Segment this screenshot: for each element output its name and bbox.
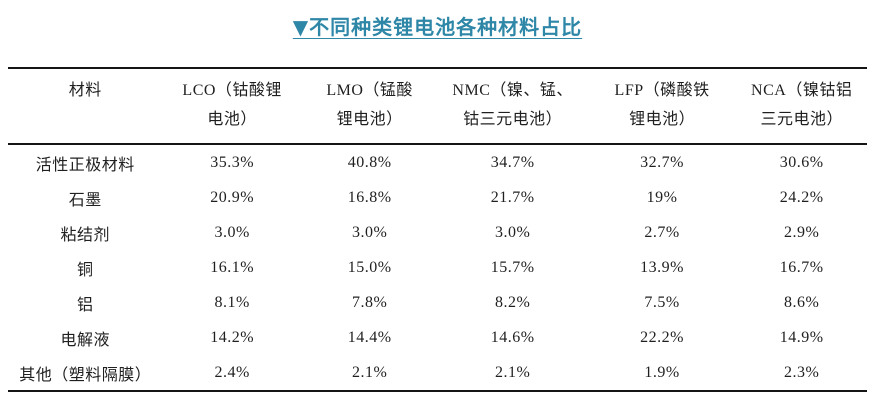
value-cell: 7.8% bbox=[351, 293, 388, 311]
value-cell: 19% bbox=[646, 188, 678, 206]
value-cell: 2.9% bbox=[784, 223, 820, 241]
value-cell: 3.0% bbox=[351, 223, 388, 241]
value-cell: 2.1% bbox=[494, 363, 531, 381]
value-cell: 15.7% bbox=[490, 258, 535, 276]
table-row: 粘结剂 3.0% 3.0% 3.0% 2.7% 2.9% bbox=[8, 215, 867, 250]
header-lmo-line2: 锂电池） bbox=[336, 111, 403, 128]
header-lfp: LFP（磷酸铁 锂电池） bbox=[588, 68, 737, 144]
value-cell: 14.4% bbox=[347, 328, 392, 346]
value-cell: 16.1% bbox=[210, 258, 255, 276]
header-lmo: LMO（锰酸 锂电池） bbox=[302, 68, 438, 144]
value-cell: 34.7% bbox=[490, 153, 535, 171]
value-cell: 21.7% bbox=[490, 188, 535, 206]
header-lfp-line2: 锂电池） bbox=[629, 111, 696, 128]
value-cell: 8.6% bbox=[784, 293, 820, 311]
table-row: 石墨 20.9% 16.8% 21.7% 19% 24.2% bbox=[8, 180, 867, 215]
value-cell: 22.2% bbox=[640, 328, 684, 346]
header-lfp-line1: LFP（磷酸铁 bbox=[614, 82, 710, 99]
value-cell: 30.6% bbox=[779, 153, 824, 171]
table-row: 铝 8.1% 7.8% 8.2% 7.5% 8.6% bbox=[8, 285, 867, 320]
table-row: 活性正极材料 35.3% 40.8% 34.7% 32.7% 30.6% bbox=[8, 144, 867, 180]
header-nca-line2: 三元电池） bbox=[760, 111, 843, 128]
header-lco: LCO（钴酸锂 电池） bbox=[163, 68, 302, 144]
header-lco-line2: 电池） bbox=[207, 111, 257, 128]
value-cell: 16.7% bbox=[779, 258, 824, 276]
material-cell: 活性正极材料 bbox=[35, 156, 135, 174]
value-cell: 8.1% bbox=[214, 293, 250, 311]
header-nmc-line2: 钴三元电池） bbox=[463, 111, 563, 128]
value-cell: 14.9% bbox=[779, 328, 824, 346]
value-cell: 3.0% bbox=[214, 223, 250, 241]
value-cell: 40.8% bbox=[347, 153, 392, 171]
value-cell: 2.7% bbox=[644, 223, 680, 241]
header-nmc-line1: NMC（镍、锰、 bbox=[452, 82, 573, 99]
value-cell: 2.4% bbox=[214, 363, 250, 381]
value-cell: 14.6% bbox=[490, 328, 535, 346]
table-row: 电解液 14.2% 14.4% 14.6% 22.2% 14.9% bbox=[8, 320, 867, 355]
value-cell: 3.0% bbox=[494, 223, 531, 241]
value-cell: 2.1% bbox=[351, 363, 388, 381]
material-cell: 铝 bbox=[77, 296, 94, 314]
header-nca-line1: NCA（镍钴铝 bbox=[751, 82, 853, 99]
value-cell: 35.3% bbox=[210, 153, 255, 171]
header-material: 材料 bbox=[8, 68, 163, 144]
material-cell: 电解液 bbox=[60, 331, 111, 349]
header-nca: NCA（镍钴铝 三元电池） bbox=[736, 68, 867, 144]
header-lmo-line1: LMO（锰酸 bbox=[326, 82, 413, 99]
value-cell: 16.8% bbox=[347, 188, 392, 206]
value-cell: 1.9% bbox=[644, 363, 680, 381]
material-cell: 铜 bbox=[77, 261, 94, 279]
value-cell: 7.5% bbox=[644, 293, 680, 311]
header-nmc: NMC（镍、锰、 钴三元电池） bbox=[437, 68, 587, 144]
value-cell: 8.2% bbox=[494, 293, 531, 311]
battery-materials-table: 材料 LCO（钴酸锂 电池） LMO（锰酸 锂电池） NMC（镍、锰、 钴三元电… bbox=[8, 67, 867, 392]
header-row: 材料 LCO（钴酸锂 电池） LMO（锰酸 锂电池） NMC（镍、锰、 钴三元电… bbox=[8, 68, 867, 144]
value-cell: 13.9% bbox=[640, 258, 684, 276]
value-cell: 20.9% bbox=[210, 188, 255, 206]
value-cell: 14.2% bbox=[210, 328, 255, 346]
table-caption-row: ▼不同种类锂电池各种材料占比 bbox=[0, 0, 875, 40]
material-cell: 其他（塑料隔膜） bbox=[19, 366, 152, 384]
table-row: 其他（塑料隔膜） 2.4% 2.1% 2.1% 1.9% 2.3% bbox=[8, 355, 867, 391]
material-cell: 石墨 bbox=[68, 191, 102, 209]
value-cell: 2.3% bbox=[784, 363, 820, 381]
value-cell: 32.7% bbox=[640, 153, 684, 171]
table-row: 铜 16.1% 15.0% 15.7% 13.9% 16.7% bbox=[8, 250, 867, 285]
value-cell: 15.0% bbox=[347, 258, 392, 276]
material-cell: 粘结剂 bbox=[60, 226, 111, 244]
header-material-line1: 材料 bbox=[68, 82, 102, 99]
header-lco-line1: LCO（钴酸锂 bbox=[182, 82, 282, 99]
table-caption: ▼不同种类锂电池各种材料占比 bbox=[292, 15, 583, 39]
value-cell: 24.2% bbox=[779, 188, 824, 206]
